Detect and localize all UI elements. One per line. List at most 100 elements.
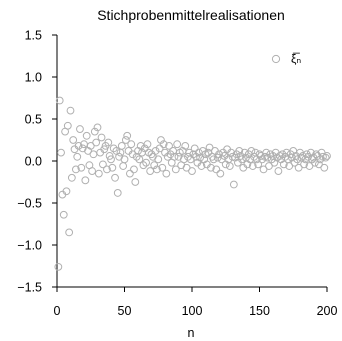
data-point xyxy=(304,152,313,161)
data-point xyxy=(69,136,78,144)
data-point xyxy=(254,160,263,169)
x-tick-label: 200 xyxy=(317,304,338,318)
data-point xyxy=(317,148,326,157)
x-tick-label: 150 xyxy=(249,304,270,318)
legend: ξ̅ₙ xyxy=(271,52,301,66)
data-point xyxy=(89,150,98,159)
data-point xyxy=(107,155,115,164)
data-point xyxy=(285,162,294,170)
data-point xyxy=(86,141,95,150)
data-point xyxy=(109,144,118,153)
data-point xyxy=(140,144,149,153)
data-point xyxy=(235,147,244,155)
data-point xyxy=(305,162,314,170)
data-point xyxy=(310,158,319,167)
data-point xyxy=(72,165,80,174)
data-point xyxy=(294,163,303,172)
data-point xyxy=(93,123,102,132)
data-point xyxy=(157,136,165,144)
data-point xyxy=(159,140,168,149)
data-point xyxy=(119,162,128,170)
data-point xyxy=(73,152,82,161)
data-point xyxy=(76,125,84,133)
data-point xyxy=(216,169,225,178)
x-axis-label: n xyxy=(188,326,195,340)
legend-label: ξ̅ₙ xyxy=(291,52,301,66)
data-point xyxy=(123,131,132,140)
data-point xyxy=(74,141,83,150)
data-point xyxy=(92,138,101,147)
data-point xyxy=(165,141,173,150)
data-point xyxy=(154,155,163,164)
data-point xyxy=(142,158,151,167)
data-point xyxy=(205,143,214,152)
data-point xyxy=(125,169,134,178)
data-point xyxy=(143,140,152,149)
data-point xyxy=(197,162,206,170)
x-tick-label: 0 xyxy=(54,304,61,318)
data-point xyxy=(153,165,161,174)
data-point xyxy=(131,178,140,186)
data-point xyxy=(111,173,119,182)
data-point xyxy=(88,167,96,175)
data-point xyxy=(158,163,167,172)
data-point xyxy=(97,133,106,142)
y-tick-label: −1.5 xyxy=(17,281,42,295)
data-point xyxy=(132,152,141,161)
data-point xyxy=(54,262,63,271)
data-point xyxy=(262,148,271,157)
data-point xyxy=(127,140,136,149)
y-tick-label: 1.5 xyxy=(25,29,42,43)
data-point xyxy=(188,167,196,175)
data-point xyxy=(113,189,122,197)
data-point xyxy=(258,155,267,164)
x-tick-label: 100 xyxy=(182,304,203,318)
y-tick-label: 1.0 xyxy=(25,71,42,85)
data-point xyxy=(181,141,190,150)
data-point xyxy=(105,152,114,160)
data-point xyxy=(274,167,283,175)
data-point xyxy=(173,140,182,149)
data-point xyxy=(161,148,169,157)
data-point xyxy=(63,121,72,130)
data-point xyxy=(182,163,191,172)
data-point xyxy=(116,148,125,157)
data-point xyxy=(150,161,159,170)
data-point xyxy=(321,153,330,162)
data-point xyxy=(315,160,323,169)
data-point xyxy=(121,136,130,144)
data-points xyxy=(54,96,331,271)
data-point xyxy=(130,165,138,174)
data-point xyxy=(225,162,234,170)
data-point xyxy=(117,141,126,150)
tick-labels: 0 50 100 150 200 −1.5 −1.0 −0.5 0.0 0.5 1.0 1.5 xyxy=(17,29,337,319)
data-point xyxy=(65,228,74,237)
data-point xyxy=(320,163,329,172)
chart-title: Stichprobenmittelrealisationen xyxy=(97,7,285,23)
data-point xyxy=(62,187,71,196)
data-point xyxy=(207,163,215,172)
data-point xyxy=(135,155,144,164)
data-point xyxy=(66,106,75,115)
data-point xyxy=(99,160,107,169)
data-point xyxy=(100,145,109,154)
data-point xyxy=(209,155,218,164)
data-point xyxy=(55,96,64,105)
data-point xyxy=(77,163,86,172)
data-point xyxy=(293,155,302,164)
data-point xyxy=(57,148,65,157)
data-point xyxy=(212,165,221,174)
data-point xyxy=(189,150,198,159)
data-point xyxy=(227,148,236,157)
y-tick-label: −0.5 xyxy=(17,197,42,211)
x-tick-label: 50 xyxy=(118,304,132,318)
data-point xyxy=(120,155,129,164)
y-tick-label: −1.0 xyxy=(17,239,42,253)
data-point xyxy=(108,163,117,172)
data-point xyxy=(151,147,160,155)
data-point xyxy=(90,127,99,136)
data-point xyxy=(170,152,179,161)
data-point xyxy=(238,155,246,164)
data-point xyxy=(94,169,103,178)
